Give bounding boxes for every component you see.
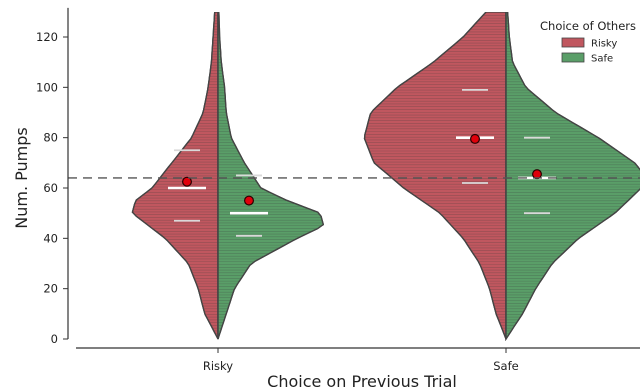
- x-tick-label: Safe: [493, 359, 518, 373]
- violin-safe-safe-sticks: [506, 12, 640, 337]
- legend-swatch-safe: [561, 52, 585, 63]
- y-tick-label: 80: [43, 131, 58, 145]
- x-axis-title: Choice on Previous Trial: [267, 372, 457, 391]
- plot-area: [68, 12, 640, 342]
- axes: 0 20 40 60 80 100 120 Risky Safe: [36, 7, 640, 373]
- legend-label-safe: Safe: [591, 54, 613, 65]
- violin-risky-risky: [131, 12, 219, 340]
- violin-risky-risky-sticks: [132, 12, 218, 337]
- y-tick-label: 20: [43, 282, 58, 296]
- violin-risky-safe-sticks: [364, 12, 506, 335]
- legend-title: Choice of Others: [540, 19, 636, 33]
- violin-safe-risky-sticks: [218, 17, 324, 335]
- y-tick-label: 40: [43, 231, 58, 245]
- legend-swatch-risky: [561, 37, 585, 48]
- legend-label-risky: Risky: [591, 39, 617, 50]
- y-tick-label: 0: [51, 332, 58, 346]
- violin-risky-safe-mean-point: [470, 133, 481, 144]
- y-tick-label: 100: [36, 80, 58, 94]
- legend: Choice of Others Risky Safe: [540, 19, 636, 65]
- y-axis-title: Num. Pumps: [12, 127, 31, 228]
- violin-risky-risky-mean-point: [182, 176, 193, 187]
- x-tick-label: Risky: [203, 359, 233, 373]
- violin-safe-risky-mean-point: [244, 195, 255, 206]
- y-tick-label: 60: [43, 181, 58, 195]
- y-tick-label: 120: [36, 30, 58, 44]
